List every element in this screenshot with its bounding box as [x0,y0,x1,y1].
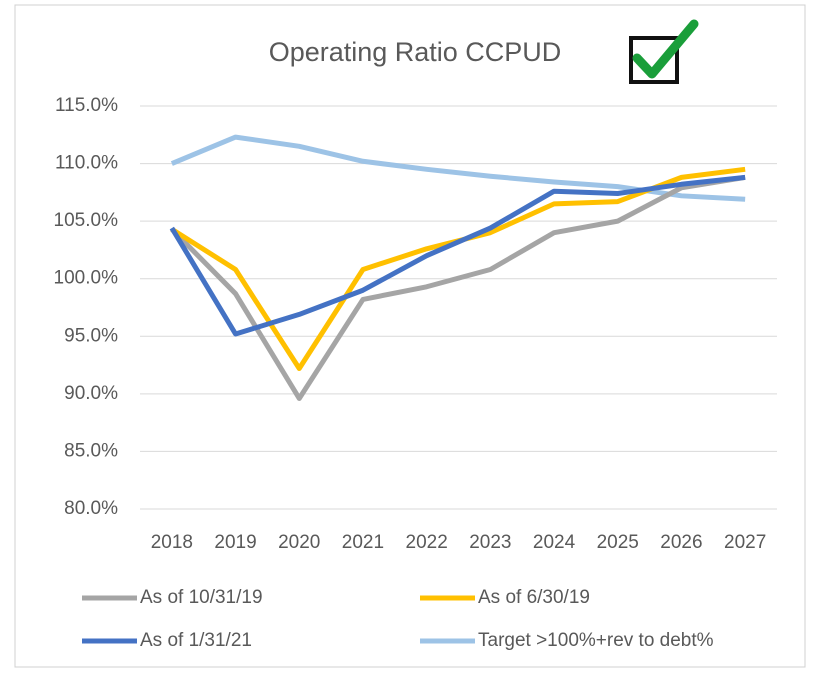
x-tick-label: 2022 [406,532,448,553]
x-tick-label: 2024 [533,532,576,553]
check-icon [612,12,708,96]
x-tick-label: 2025 [597,532,639,553]
x-tick-label: 2018 [151,532,193,553]
series-line [170,174,746,401]
x-tick-label: 2021 [342,532,384,553]
y-tick-label: 105.0% [54,210,119,231]
y-tick-label: 90.0% [64,383,118,404]
x-tick-label: 2023 [469,532,511,553]
legend-label: As of 10/31/19 [140,587,263,608]
y-tick-label: 85.0% [64,440,118,461]
y-tick-label: 100.0% [54,268,119,289]
y-tick-label: 80.0% [64,498,118,519]
y-tick-label: 95.0% [64,325,118,346]
x-tick-label: 2019 [214,532,256,553]
series-line [169,174,746,337]
legend-label: Target >100%+rev to debt% [478,630,714,651]
legend-label: As of 1/31/21 [140,630,252,651]
legend-label: As of 6/30/19 [478,587,590,608]
y-tick-label: 110.0% [55,153,118,174]
x-tick-label: 2020 [278,532,320,553]
x-tick-label: 2027 [724,532,766,553]
chart-title: Operating Ratio CCPUD [269,37,562,67]
y-tick-label: 115.0% [55,95,118,116]
x-tick-label: 2026 [660,532,702,553]
